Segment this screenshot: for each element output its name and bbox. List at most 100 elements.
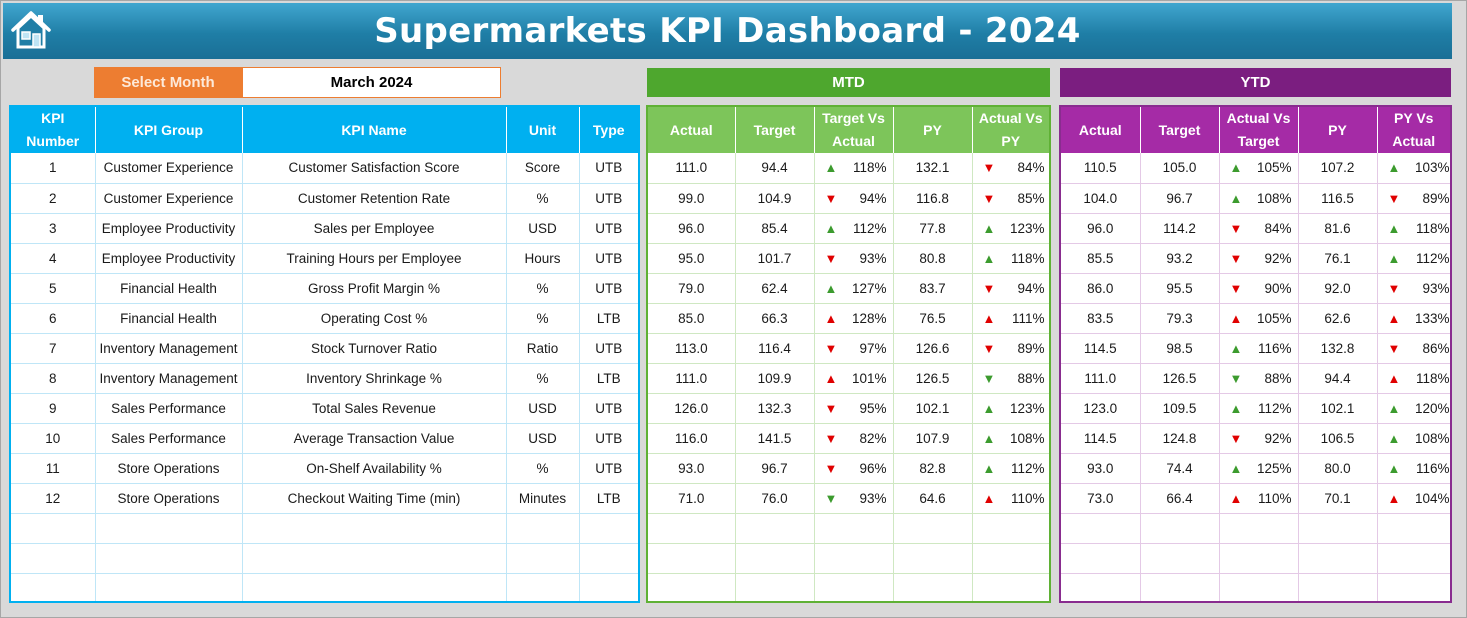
unit-cell: Minutes bbox=[506, 483, 580, 514]
mtd-target-vs-actual-cell: ▼ 94% bbox=[814, 183, 894, 214]
empty-cell bbox=[1377, 543, 1450, 574]
ytd-py-cell: 94.4 bbox=[1298, 363, 1378, 394]
type-cell: UTB bbox=[579, 153, 638, 184]
mtd-target-cell: 76.0 bbox=[735, 483, 815, 514]
percent-value: 92% bbox=[1264, 430, 1292, 446]
empty-cell bbox=[11, 513, 96, 544]
triangle-up-icon: ▲ bbox=[1229, 400, 1243, 416]
percent-value: 86% bbox=[1422, 340, 1450, 356]
ytd-col-header-actual-vs-target: Actual Vs Target bbox=[1219, 107, 1299, 153]
empty-cell bbox=[648, 543, 736, 574]
ytd-col-header-actual: Actual bbox=[1061, 107, 1141, 153]
ytd-actual-vs-target-cell: ▲ 116% bbox=[1219, 333, 1299, 364]
mtd-actual-cell: 99.0 bbox=[648, 183, 736, 214]
triangle-up-icon: ▲ bbox=[982, 490, 996, 506]
kpi-number-cell: 11 bbox=[11, 453, 96, 484]
ytd-py-vs-actual-cell: ▼ 93% bbox=[1377, 273, 1450, 304]
type-cell: UTB bbox=[579, 333, 638, 364]
ytd-row: 114.5 124.8 ▼ 92% 106.5 ▲ 108% bbox=[1061, 423, 1450, 454]
kpi-name-cell: Total Sales Revenue bbox=[242, 393, 507, 424]
mtd-target-vs-actual-cell: ▲ 128% bbox=[814, 303, 894, 334]
mtd-py-cell: 132.1 bbox=[893, 153, 973, 184]
col-header-kpi-name: KPI Name bbox=[242, 107, 507, 153]
kpi-name-cell: Operating Cost % bbox=[242, 303, 507, 334]
col-header-kpi-number: KPI Number bbox=[11, 107, 96, 153]
percent-value: 89% bbox=[1017, 340, 1045, 356]
empty-cell bbox=[579, 513, 638, 544]
mtd-target-cell: 94.4 bbox=[735, 153, 815, 184]
triangle-down-icon: ▼ bbox=[982, 340, 996, 356]
mtd-target-cell: 116.4 bbox=[735, 333, 815, 364]
triangle-up-icon: ▲ bbox=[824, 370, 838, 386]
kpi-name-cell: Sales per Employee bbox=[242, 213, 507, 244]
type-cell: UTB bbox=[579, 453, 638, 484]
ytd-target-cell: 98.5 bbox=[1140, 333, 1220, 364]
empty-cell bbox=[648, 513, 736, 544]
empty-cell bbox=[242, 543, 507, 574]
triangle-up-icon: ▲ bbox=[1229, 340, 1243, 356]
ytd-py-vs-actual-cell: ▼ 89% bbox=[1377, 183, 1450, 214]
month-selector[interactable]: March 2024 bbox=[242, 67, 501, 98]
type-cell: UTB bbox=[579, 243, 638, 274]
mtd-target-vs-actual-cell: ▼ 96% bbox=[814, 453, 894, 484]
mtd-actual-cell: 116.0 bbox=[648, 423, 736, 454]
triangle-up-icon: ▲ bbox=[1387, 400, 1401, 416]
table-row-empty bbox=[11, 573, 638, 601]
kpi-number-cell: 12 bbox=[11, 483, 96, 514]
mtd-actual-cell: 71.0 bbox=[648, 483, 736, 514]
type-cell: LTB bbox=[579, 303, 638, 334]
mtd-actual-vs-py-cell: ▲ 118% bbox=[972, 243, 1049, 274]
kpi-number-cell: 5 bbox=[11, 273, 96, 304]
triangle-up-icon: ▲ bbox=[1229, 190, 1243, 206]
percent-value: 112% bbox=[852, 220, 887, 236]
triangle-up-icon: ▲ bbox=[1387, 490, 1401, 506]
mtd-actual-vs-py-cell: ▼ 94% bbox=[972, 273, 1049, 304]
empty-cell bbox=[1298, 513, 1378, 544]
empty-cell bbox=[1298, 573, 1378, 601]
ytd-py-vs-actual-cell: ▲ 104% bbox=[1377, 483, 1450, 514]
kpi-name-cell: Stock Turnover Ratio bbox=[242, 333, 507, 364]
mtd-row: 99.0 104.9 ▼ 94% 116.8 ▼ 85% bbox=[648, 183, 1049, 214]
percent-value: 118% bbox=[1415, 220, 1450, 236]
triangle-up-icon: ▲ bbox=[1229, 310, 1243, 326]
ytd-actual-cell: 86.0 bbox=[1061, 273, 1141, 304]
kpi-number-cell: 1 bbox=[11, 153, 96, 184]
kpi-name-cell: Checkout Waiting Time (min) bbox=[242, 483, 507, 514]
empty-cell bbox=[1140, 573, 1220, 601]
empty-cell bbox=[579, 573, 638, 601]
mtd-target-cell: 66.3 bbox=[735, 303, 815, 334]
kpi-number-cell: 10 bbox=[11, 423, 96, 454]
mtd-row: 85.0 66.3 ▲ 128% 76.5 ▲ 111% bbox=[648, 303, 1049, 334]
triangle-up-icon: ▲ bbox=[1387, 250, 1401, 266]
ytd-row-empty bbox=[1061, 573, 1450, 601]
unit-cell: % bbox=[506, 453, 580, 484]
percent-value: 90% bbox=[1264, 280, 1292, 296]
ytd-py-vs-actual-cell: ▲ 108% bbox=[1377, 423, 1450, 454]
mtd-py-cell: 76.5 bbox=[893, 303, 973, 334]
mtd-row: 126.0 132.3 ▼ 95% 102.1 ▲ 123% bbox=[648, 393, 1049, 424]
triangle-up-icon: ▲ bbox=[1229, 490, 1243, 506]
mtd-row: 111.0 109.9 ▲ 101% 126.5 ▼ 88% bbox=[648, 363, 1049, 394]
table-row: 5 Financial Health Gross Profit Margin %% U… bbox=[11, 273, 638, 304]
empty-cell bbox=[95, 513, 243, 544]
ytd-actual-vs-target-cell: ▼ 92% bbox=[1219, 243, 1299, 274]
col-header-kpi-group: KPI Group bbox=[95, 107, 243, 153]
empty-cell bbox=[1377, 513, 1450, 544]
triangle-down-icon: ▼ bbox=[824, 250, 838, 266]
kpi-number-cell: 7 bbox=[11, 333, 96, 364]
ytd-actual-cell: 83.5 bbox=[1061, 303, 1141, 334]
unit-cell: Ratio bbox=[506, 333, 580, 364]
empty-cell bbox=[506, 573, 580, 601]
mtd-target-vs-actual-cell: ▲ 127% bbox=[814, 273, 894, 304]
table-row: 6 Financial Health Operating Cost %% LTB bbox=[11, 303, 638, 334]
percent-value: 125% bbox=[1256, 460, 1292, 476]
empty-cell bbox=[735, 543, 815, 574]
ytd-actual-vs-target-cell: ▼ 88% bbox=[1219, 363, 1299, 394]
mtd-row: 96.0 85.4 ▲ 112% 77.8 ▲ 123% bbox=[648, 213, 1049, 244]
ytd-actual-cell: 111.0 bbox=[1061, 363, 1141, 394]
ytd-py-cell: 76.1 bbox=[1298, 243, 1378, 274]
home-icon[interactable] bbox=[9, 8, 53, 52]
triangle-up-icon: ▲ bbox=[824, 310, 838, 326]
mtd-actual-vs-py-cell: ▼ 85% bbox=[972, 183, 1049, 214]
mtd-target-vs-actual-cell: ▼ 93% bbox=[814, 243, 894, 274]
